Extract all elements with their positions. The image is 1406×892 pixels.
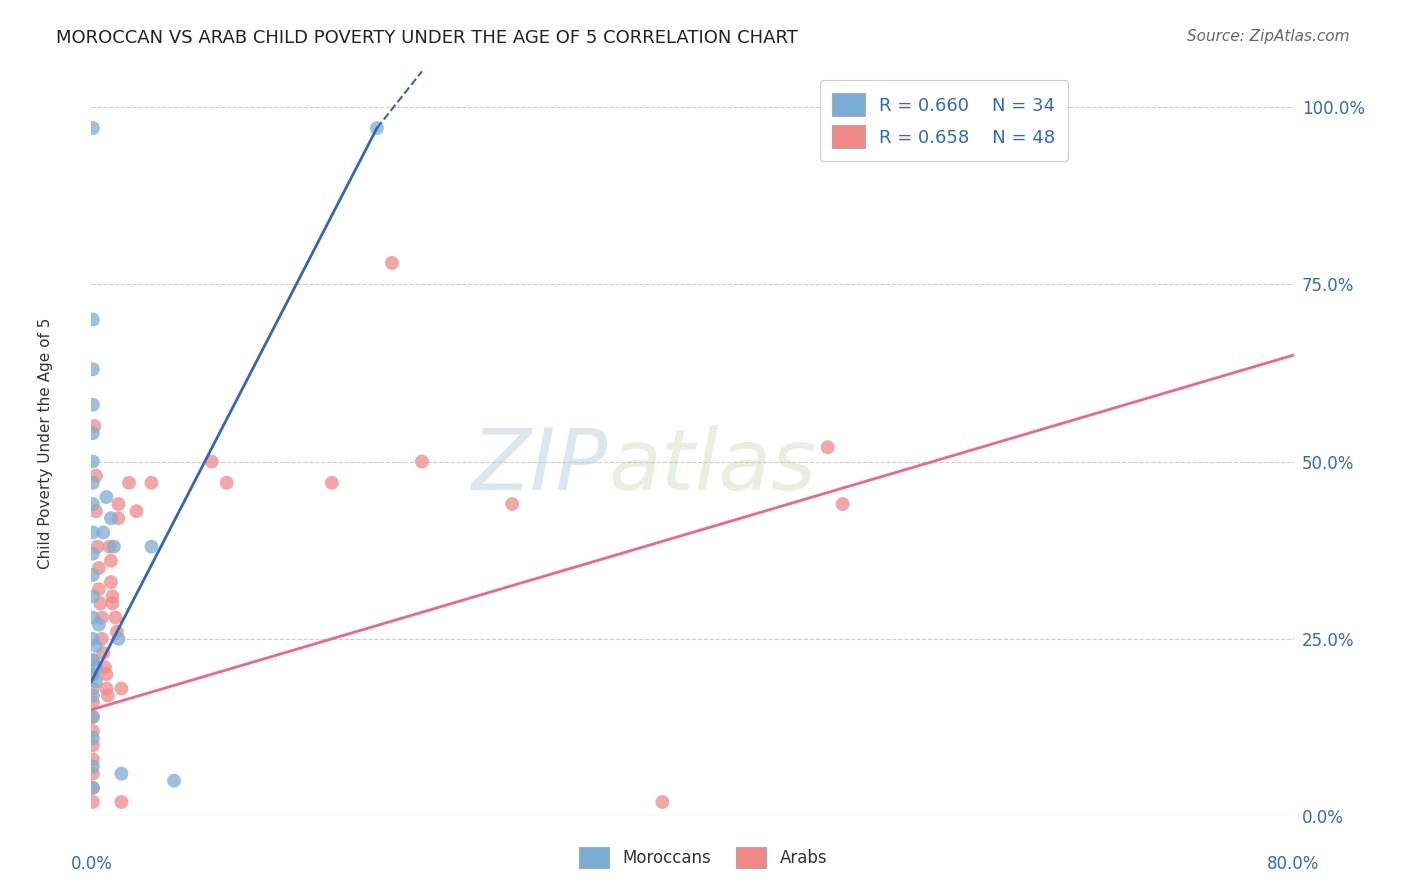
Point — [96, 667, 118, 681]
Point — [84, 660, 107, 674]
Point — [82, 731, 104, 746]
Point — [82, 610, 104, 624]
Point — [82, 632, 104, 646]
Point — [94, 660, 117, 674]
Point — [82, 398, 104, 412]
Point — [100, 575, 122, 590]
Point — [86, 540, 108, 554]
Point — [215, 475, 238, 490]
Point — [501, 497, 523, 511]
Point — [82, 681, 104, 696]
Text: Source: ZipAtlas.com: Source: ZipAtlas.com — [1187, 29, 1350, 44]
Point — [105, 624, 128, 639]
Point — [89, 596, 111, 610]
Point — [651, 795, 673, 809]
Point — [82, 547, 104, 561]
Point — [82, 780, 104, 795]
Point — [82, 667, 104, 681]
Legend: Moroccans, Arabs: Moroccans, Arabs — [572, 840, 834, 875]
Point — [411, 454, 433, 468]
Point — [84, 639, 107, 653]
Point — [84, 504, 107, 518]
Point — [104, 610, 127, 624]
Point — [82, 667, 104, 681]
Point — [82, 312, 104, 326]
Point — [82, 689, 104, 703]
Point — [84, 468, 107, 483]
Text: atlas: atlas — [609, 425, 817, 508]
Point — [82, 710, 104, 724]
Point — [82, 795, 104, 809]
Point — [98, 540, 121, 554]
Point — [82, 780, 104, 795]
Point — [141, 540, 163, 554]
Point — [82, 710, 104, 724]
Point — [87, 561, 110, 575]
Point — [110, 766, 132, 780]
Text: 0.0%: 0.0% — [70, 855, 112, 873]
Point — [82, 759, 104, 773]
Text: ZIP: ZIP — [472, 425, 609, 508]
Point — [366, 121, 388, 136]
Point — [82, 362, 104, 376]
Point — [110, 795, 132, 809]
Text: 80.0%: 80.0% — [1267, 855, 1320, 873]
Point — [101, 596, 124, 610]
Point — [107, 632, 129, 646]
Point — [82, 475, 104, 490]
Point — [817, 440, 839, 454]
Text: Child Poverty Under the Age of 5: Child Poverty Under the Age of 5 — [38, 318, 53, 569]
Point — [107, 511, 129, 525]
Point — [96, 681, 118, 696]
Point — [82, 696, 104, 710]
Point — [84, 674, 107, 689]
Point — [90, 632, 112, 646]
Point — [97, 689, 120, 703]
Point — [82, 724, 104, 739]
Point — [82, 497, 104, 511]
Point — [82, 454, 104, 468]
Point — [107, 497, 129, 511]
Point — [125, 504, 148, 518]
Point — [87, 617, 110, 632]
Point — [90, 610, 112, 624]
Point — [163, 773, 186, 788]
Point — [82, 121, 104, 136]
Point — [82, 653, 104, 667]
Point — [82, 589, 104, 603]
Point — [83, 419, 105, 434]
Point — [82, 568, 104, 582]
Point — [831, 497, 853, 511]
Point — [82, 752, 104, 766]
Point — [82, 525, 104, 540]
Point — [381, 256, 404, 270]
Point — [118, 475, 141, 490]
Point — [82, 653, 104, 667]
Point — [100, 554, 122, 568]
Point — [103, 540, 125, 554]
Point — [101, 589, 124, 603]
Point — [96, 490, 118, 504]
Point — [93, 646, 115, 660]
Point — [82, 426, 104, 441]
Point — [201, 454, 224, 468]
Point — [110, 681, 132, 696]
Point — [100, 511, 122, 525]
Legend: R = 0.660    N = 34, R = 0.658    N = 48: R = 0.660 N = 34, R = 0.658 N = 48 — [820, 80, 1069, 161]
Point — [82, 766, 104, 780]
Point — [87, 582, 110, 597]
Text: MOROCCAN VS ARAB CHILD POVERTY UNDER THE AGE OF 5 CORRELATION CHART: MOROCCAN VS ARAB CHILD POVERTY UNDER THE… — [56, 29, 799, 46]
Point — [93, 525, 115, 540]
Point — [82, 738, 104, 752]
Point — [321, 475, 343, 490]
Point — [141, 475, 163, 490]
